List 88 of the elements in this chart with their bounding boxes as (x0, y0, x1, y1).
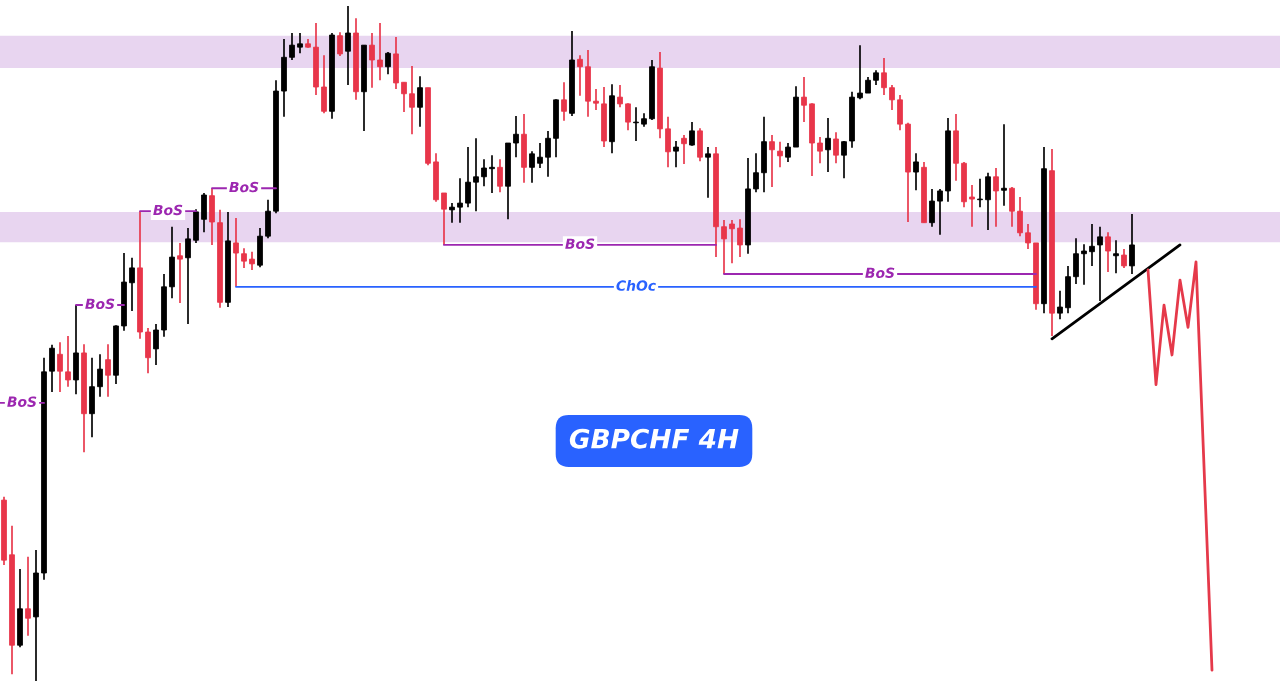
candlestick (473, 137, 479, 213)
candlestick (97, 353, 103, 398)
candlestick (681, 134, 687, 165)
candlestick (1017, 196, 1023, 238)
candlestick (409, 65, 415, 136)
candlestick (65, 335, 71, 388)
ref-line-label: BoS (565, 238, 595, 249)
candlestick (249, 250, 255, 271)
candlestick (337, 31, 343, 57)
candlestick (977, 177, 983, 208)
candlestick (1121, 248, 1127, 269)
candlestick (801, 76, 807, 123)
candlestick (289, 32, 295, 61)
candlestick (729, 219, 735, 265)
candlestick (633, 106, 639, 142)
candlestick (1057, 290, 1063, 321)
candlestick (721, 219, 727, 275)
ref-line-label: BoS (865, 267, 895, 278)
candlestick (625, 102, 631, 132)
candlestick (481, 158, 487, 188)
candlestick (129, 256, 135, 312)
candlestick (1113, 239, 1119, 275)
candlestick (1089, 223, 1095, 267)
candlestick (561, 81, 567, 122)
candlestick (673, 140, 679, 169)
candlestick (57, 341, 63, 393)
candlestick (537, 142, 543, 169)
candlestick (345, 6, 351, 86)
candlestick (417, 75, 423, 128)
candlestick (153, 323, 159, 366)
ref-line-label: BoS (85, 298, 115, 310)
candlestick (857, 44, 863, 100)
candlestick (497, 158, 503, 194)
candlestick (177, 242, 183, 304)
candlestick (377, 22, 383, 82)
candlestick (49, 344, 55, 393)
candlestick (817, 136, 823, 165)
ref-line-label: BoS (153, 204, 183, 216)
candlestick (689, 121, 695, 147)
candlestick (529, 150, 535, 184)
candlestick (465, 146, 471, 208)
candlestick (969, 184, 975, 228)
candlestick (937, 188, 943, 236)
candlestick (825, 117, 831, 173)
candlestick (833, 131, 839, 165)
candlestick (617, 84, 623, 109)
candlestick (1081, 243, 1087, 286)
candlestick (1001, 123, 1007, 207)
candlestick (105, 343, 111, 398)
candlestick (785, 142, 791, 163)
candlestick (737, 218, 743, 258)
candlestick (1105, 231, 1111, 273)
candlestick (1025, 223, 1031, 250)
candlestick (489, 154, 495, 194)
candlestick (369, 32, 375, 89)
ref-line-label: BoS (229, 181, 259, 193)
candlestick (593, 88, 599, 111)
candlestick (993, 167, 999, 228)
candlestick (1073, 237, 1079, 285)
candlestick (457, 177, 463, 224)
candlestick (753, 152, 759, 194)
candlestick (881, 57, 887, 96)
candlestick (705, 146, 711, 199)
candlestick (1009, 186, 1015, 228)
candlestick (385, 51, 391, 76)
candlestick (841, 140, 847, 179)
candlestick (401, 81, 407, 113)
ref-line-label: ChOc (616, 280, 656, 291)
candlestick (185, 227, 191, 325)
candlestick (985, 171, 991, 231)
candlestick (297, 32, 303, 55)
candlestick (513, 115, 519, 159)
candlestick (1129, 213, 1135, 275)
candlestick (777, 140, 783, 169)
candlestick (241, 247, 247, 269)
candlestick (545, 130, 551, 178)
candlestick (449, 202, 455, 224)
candlestick (769, 134, 775, 188)
candlestick (889, 84, 895, 111)
ref-line-label: BoS (7, 396, 37, 407)
candlestick (577, 54, 583, 97)
candlestick (913, 152, 919, 192)
candlestick (929, 188, 935, 228)
candlestick (25, 555, 31, 637)
candlestick (441, 192, 447, 246)
candlestick (233, 217, 239, 288)
text: GBPCHF 4H (569, 428, 739, 449)
candlestick (665, 115, 671, 169)
